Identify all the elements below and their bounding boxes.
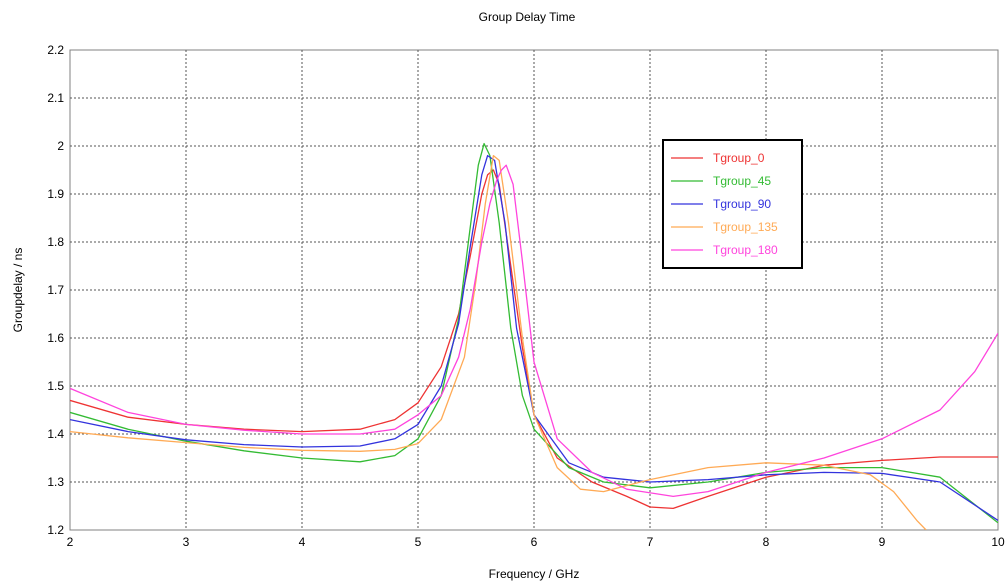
x-tick-label: 9: [879, 535, 886, 549]
y-tick-label: 1.9: [47, 187, 64, 201]
y-tick-label: 1.7: [47, 283, 64, 297]
x-tick-label: 5: [415, 535, 422, 549]
x-axis-label: Frequency / GHz: [489, 567, 580, 581]
x-axis-ticks: 2 3 4 5 6 7 8 9 10: [67, 535, 1005, 549]
y-tick-label: 1.8: [47, 235, 64, 249]
x-tick-label: 6: [531, 535, 538, 549]
y-tick-label: 2.2: [47, 43, 64, 57]
x-tick-label: 7: [647, 535, 654, 549]
series-line-tgroup-180: [70, 164, 998, 498]
y-tick-label: 1.6: [47, 331, 64, 345]
legend-entry: Tgroup_135: [713, 220, 778, 234]
y-tick-label: 1.2: [47, 523, 64, 537]
legend-entry: Tgroup_180: [713, 243, 778, 257]
legend-entry: Tgroup_0: [713, 151, 765, 165]
series-line-tgroup-45: [70, 142, 998, 524]
y-axis-label: Groupdelay / ns: [11, 248, 25, 333]
legend-entry: Tgroup_45: [713, 174, 771, 188]
series-line-tgroup-135: [70, 154, 927, 530]
y-tick-label: 2.1: [47, 91, 64, 105]
y-tick-label: 1.5: [47, 379, 64, 393]
legend-entry: Tgroup_90: [713, 197, 771, 211]
grid-lines: [70, 50, 998, 530]
y-tick-label: 1.4: [47, 427, 64, 441]
chart-title: Group Delay Time: [479, 10, 576, 24]
y-axis-ticks: 1.2 1.3 1.4 1.5 1.6 1.7 1.8 1.9 2 2.1 2.2: [47, 43, 64, 537]
legend: Tgroup_0 Tgroup_45 Tgroup_90 Tgroup_135 Tgro…: [662, 139, 803, 269]
x-tick-label: 4: [299, 535, 306, 549]
series-lines: [70, 142, 998, 530]
y-tick-label: 2: [57, 139, 64, 153]
x-tick-label: 2: [67, 535, 74, 549]
x-tick-label: 10: [991, 535, 1005, 549]
x-tick-label: 8: [763, 535, 770, 549]
y-tick-label: 1.3: [47, 475, 64, 489]
x-tick-label: 3: [183, 535, 190, 549]
